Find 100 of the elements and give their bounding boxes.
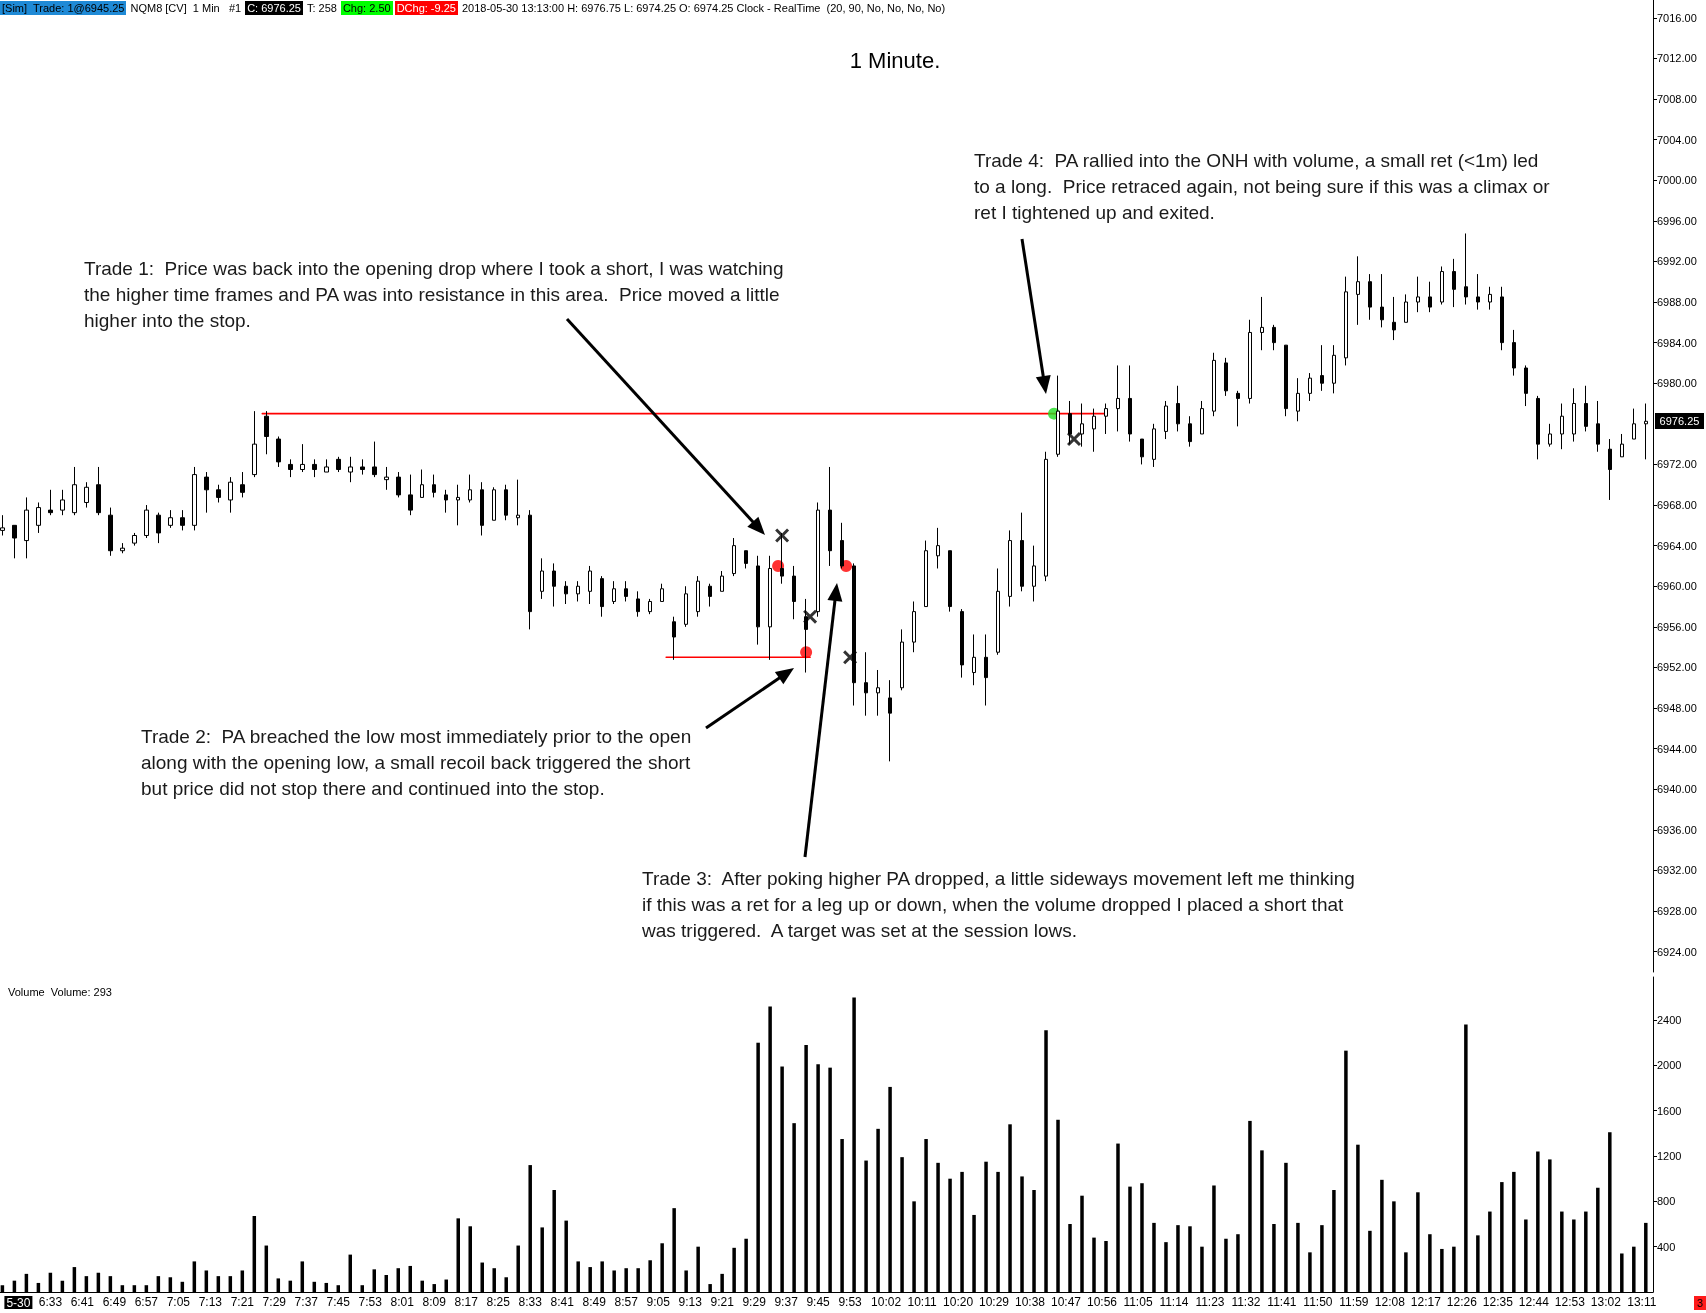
candlestick [1308,372,1312,402]
candlestick [300,443,305,473]
candlestick [1332,344,1336,394]
candlestick [1584,385,1588,432]
candlestick [1608,438,1612,501]
y-tick-label: 6948.00 [1657,702,1697,715]
candlestick [348,456,353,483]
annotation: T: 258 [305,1,338,15]
x-tick-label: 10:11 [907,1295,937,1309]
x-tick-label: 12:26 [1446,1295,1478,1309]
candlestick [264,410,269,455]
candlestick [336,456,341,473]
x-tick-label: 12:53 [1554,1295,1586,1309]
y-tick-label: 6956.00 [1657,620,1697,633]
candlestick [1272,324,1276,351]
candlestick [1188,415,1192,448]
x-tick-label: 10:02 [871,1295,902,1309]
candlestick [216,484,221,503]
candlestick [1200,400,1204,435]
candlestick [240,471,245,498]
y-tick-label: 6988.00 [1657,296,1697,309]
candlestick [888,679,892,762]
candlestick [324,458,329,473]
y-tick-label: 6932.00 [1657,864,1697,877]
y-tick-label: 1200 [1657,1150,1682,1163]
text: Volume Volume: 293 [8,985,112,998]
y-tick-label: 6924.00 [1657,945,1697,958]
candlestick [1488,286,1492,311]
candlestick [276,436,281,468]
x-tick-label: 6:57 [134,1295,159,1309]
y-tick-label: 7008.00 [1657,92,1697,105]
x-tick-label: 9:29 [742,1295,767,1309]
candlestick [732,537,736,577]
candlestick [1152,423,1156,468]
candlestick [1440,265,1444,306]
candlestick [768,555,772,661]
candlestick [708,583,712,608]
annotation: (20, 90, No, No, No, No) [825,1,947,15]
candlestick [384,466,389,491]
x-tick-label: 11:50 [1303,1295,1333,1309]
x-tick-label: 11:14 [1159,1295,1189,1309]
candlestick [1236,390,1240,427]
candlestick [960,608,964,679]
candlestick [1560,403,1564,450]
candlestick [144,504,149,539]
candlestick [1644,403,1648,460]
candlestick [1056,375,1060,458]
candlestick [936,527,940,569]
x-tick-label: 10:20 [943,1295,974,1309]
candlestick [1164,400,1168,440]
x-tick-label: 11:41 [1267,1295,1297,1309]
candlestick [0,514,5,536]
x-tick-label: 9:37 [774,1295,799,1309]
candlestick [1296,377,1300,422]
candlestick [1092,408,1096,453]
candlestick [948,550,952,613]
x-tick-label: 5-30 [6,1296,31,1310]
y-tick-label: 6968.00 [1657,499,1697,512]
x-tick-label: 8:33 [518,1295,543,1309]
candlestick [168,509,173,529]
candlestick [132,532,137,547]
candlestick [984,633,988,707]
candlestick [1212,352,1216,417]
x-tick-label: 11:59 [1339,1295,1369,1309]
candlestick [1572,387,1576,443]
candlestick [1380,273,1384,328]
candlestick [588,565,592,605]
x-tick-label: 10:38 [1015,1295,1046,1309]
candlestick [696,575,700,618]
candlestick [84,481,89,509]
candlestick [1596,400,1600,453]
y-tick-label: 2000 [1657,1059,1682,1072]
candlestick [1320,344,1324,392]
candlestick [312,458,317,478]
text: 1 Minute. [849,47,941,73]
x-tick-label: 7:37 [294,1295,319,1309]
x-tick-label: 10:56 [1086,1295,1118,1309]
x-tick-label: 9:13 [678,1295,703,1309]
candlestick [504,484,508,521]
candlestick [756,555,760,646]
candlestick [1428,281,1432,313]
x-tick-label: 8:25 [486,1295,511,1309]
x-tick-label: 10:29 [979,1295,1010,1309]
annotation: Trade 1: Price was back into the opening drop where I took a short, I was watching the higher time frames and PA was into resistance in this area. Price moved a little higher into the stop. [84,257,784,333]
candlestick [876,669,880,717]
candlestick [1032,545,1036,602]
y-tick-label: 6936.00 [1657,823,1697,836]
candlestick [1176,385,1180,432]
candlestick [516,479,520,526]
candlestick [792,565,796,620]
candlestick [12,524,17,559]
x-tick-label: 7:13 [198,1295,223,1309]
x-tick-label: 8:09 [422,1295,447,1309]
candlestick [636,590,640,618]
candlestick [924,540,928,608]
x-tick-label: 8:01 [390,1295,415,1309]
x-tick-label: 11:05 [1123,1295,1153,1309]
candlestick [1260,296,1264,351]
candlestick [1368,273,1372,321]
x-tick-label: 6:33 [38,1295,63,1309]
